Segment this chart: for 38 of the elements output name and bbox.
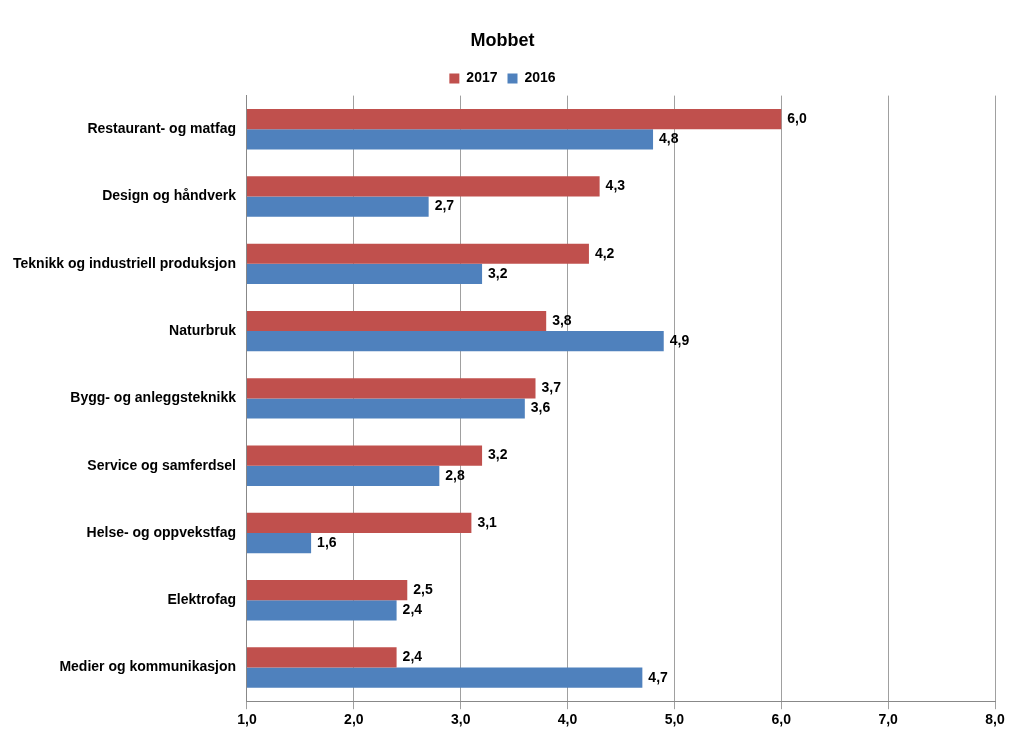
y-tick-label: Helse- og oppvekstfag: [86, 523, 236, 540]
x-tick-label: 3,0: [450, 711, 471, 728]
data-label: 2,7: [434, 197, 455, 214]
data-label: 4,2: [594, 244, 615, 261]
data-label: 3,8: [552, 311, 572, 328]
x-tick-label: 6,0: [771, 711, 792, 728]
data-label: 6,0: [787, 110, 807, 127]
data-label: 2,4: [402, 601, 423, 618]
data-label: 3,1: [477, 513, 498, 530]
data-label: 3,6: [530, 399, 551, 416]
data-label: 3,7: [541, 379, 562, 396]
y-tick-label: Restaurant- og matfag: [87, 120, 236, 137]
y-tick-label: Naturbruk: [169, 321, 237, 338]
x-tick-label: 5,0: [664, 711, 685, 728]
data-label: 3,2: [488, 264, 508, 281]
x-tick-label: 8,0: [985, 711, 1005, 728]
data-label: 2,4: [402, 648, 423, 665]
data-label: 4,3: [605, 177, 626, 194]
chart-title: Mobbet: [470, 29, 535, 50]
y-tick-label: Bygg- og anleggsteknikk: [70, 389, 237, 406]
data-label: 4,7: [648, 668, 669, 685]
data-label: 2,5: [413, 581, 433, 598]
y-tick-label: Medier og kommunikasjon: [59, 658, 236, 675]
y-tick-label: Teknikk og industriell produksjon: [12, 254, 236, 271]
data-label: 3,2: [488, 446, 508, 463]
x-tick-label: 1,0: [237, 711, 257, 728]
legend-label: 2017: [466, 69, 498, 86]
data-label: 2,8: [445, 466, 466, 483]
data-label: 4,9: [669, 332, 690, 349]
x-tick-label: 7,0: [878, 711, 899, 728]
y-tick-label: Service og samferdsel: [87, 456, 236, 473]
x-tick-label: 4,0: [557, 711, 578, 728]
legend-label: 2016: [524, 69, 556, 86]
y-tick-label: Elektrofag: [167, 591, 236, 608]
data-label: 4,8: [659, 130, 679, 147]
y-tick-label: Design og håndverk: [102, 187, 237, 204]
x-tick-label: 2,0: [344, 711, 364, 728]
data-label: 1,6: [317, 533, 337, 550]
